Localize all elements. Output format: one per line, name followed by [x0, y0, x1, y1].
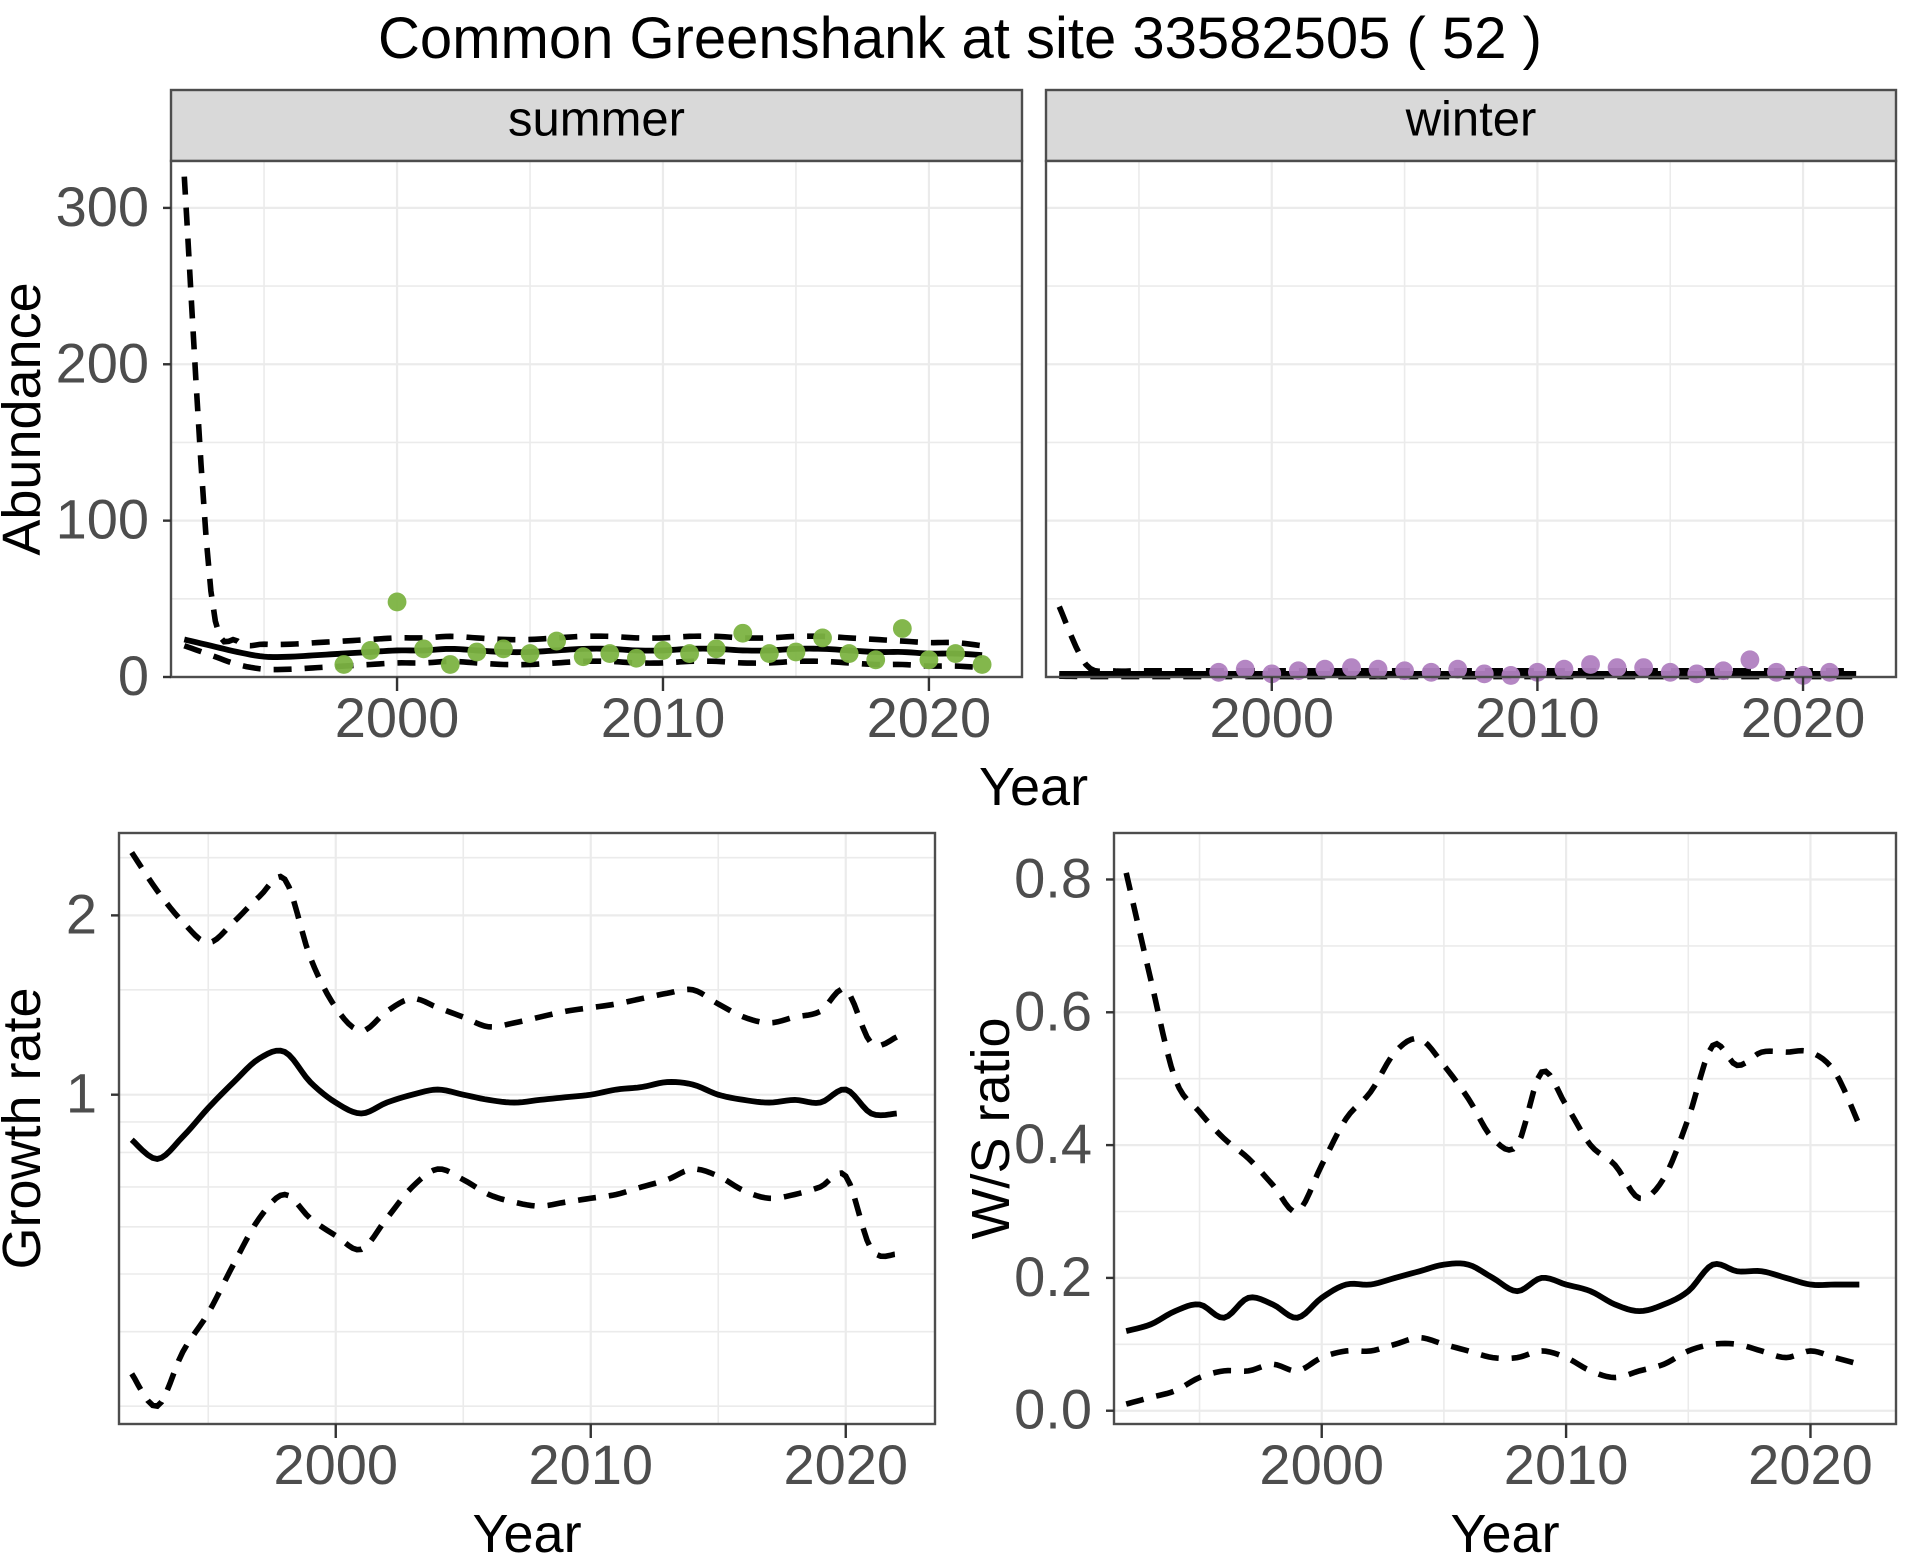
- svg-text:Year: Year: [979, 757, 1088, 817]
- svg-text:2000: 2000: [1259, 1433, 1384, 1496]
- svg-text:2010: 2010: [601, 686, 726, 749]
- svg-text:1: 1: [66, 1062, 97, 1125]
- svg-text:W/S ratio: W/S ratio: [961, 1017, 1021, 1239]
- svg-text:Common Greenshank at site 3358: Common Greenshank at site 33582505 ( 52 …: [378, 6, 1542, 71]
- svg-text:100: 100: [56, 488, 149, 551]
- svg-text:Year: Year: [472, 1504, 581, 1560]
- svg-text:2000: 2000: [335, 686, 460, 749]
- svg-text:2010: 2010: [1504, 1433, 1629, 1496]
- svg-text:0: 0: [118, 644, 149, 707]
- svg-text:0.2: 0.2: [1014, 1245, 1092, 1308]
- svg-text:0.6: 0.6: [1014, 979, 1092, 1042]
- svg-text:winter: winter: [1405, 93, 1537, 147]
- svg-text:0.4: 0.4: [1014, 1112, 1092, 1175]
- svg-text:Year: Year: [1450, 1504, 1559, 1560]
- svg-text:2020: 2020: [867, 686, 992, 749]
- svg-text:2000: 2000: [273, 1433, 398, 1496]
- svg-text:0.8: 0.8: [1014, 846, 1092, 909]
- svg-text:2010: 2010: [1475, 686, 1600, 749]
- svg-text:Growth rate: Growth rate: [0, 987, 52, 1269]
- svg-text:2: 2: [66, 882, 97, 945]
- svg-text:200: 200: [56, 331, 149, 394]
- svg-text:2010: 2010: [528, 1433, 653, 1496]
- svg-text:2020: 2020: [1748, 1433, 1873, 1496]
- svg-text:2000: 2000: [1209, 686, 1334, 749]
- svg-text:0.0: 0.0: [1014, 1378, 1092, 1441]
- svg-text:2020: 2020: [783, 1433, 908, 1496]
- svg-text:summer: summer: [508, 93, 685, 147]
- svg-text:Abundance: Abundance: [0, 282, 52, 555]
- svg-text:300: 300: [56, 175, 149, 238]
- svg-text:2020: 2020: [1741, 686, 1866, 749]
